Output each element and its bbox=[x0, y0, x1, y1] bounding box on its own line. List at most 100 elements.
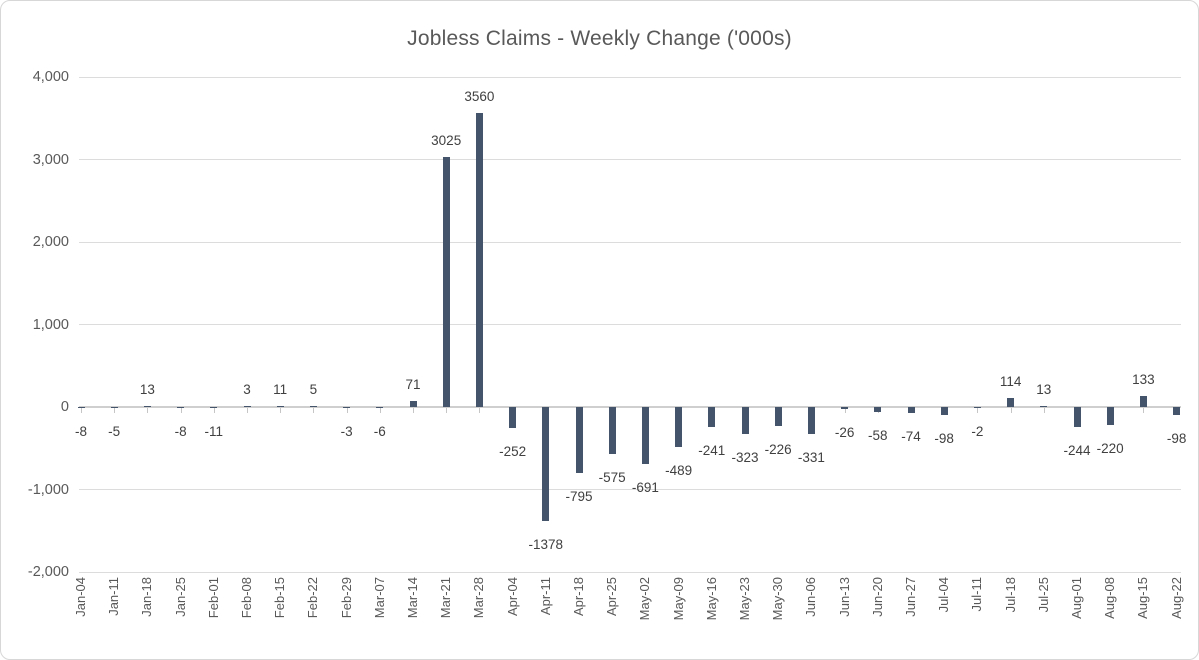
y-tick-label: 3,000 bbox=[32, 151, 69, 168]
data-label: -226 bbox=[764, 441, 792, 457]
data-label: -8 bbox=[174, 424, 187, 439]
x-tick-label: Mar-07 bbox=[371, 577, 387, 619]
bar bbox=[1106, 407, 1114, 426]
bar bbox=[110, 407, 118, 408]
data-label: -489 bbox=[665, 463, 693, 479]
data-label: -3 bbox=[340, 424, 353, 439]
axis-tick bbox=[213, 408, 215, 413]
data-label: -252 bbox=[499, 443, 527, 459]
x-axis-line bbox=[79, 406, 1181, 408]
bar bbox=[741, 407, 749, 434]
bar bbox=[708, 407, 716, 427]
bar bbox=[442, 157, 450, 407]
data-label: 13 bbox=[1036, 381, 1052, 397]
x-tick-label: Jun-27 bbox=[903, 577, 918, 617]
y-tick-label: 0 bbox=[60, 399, 69, 415]
axis-tick bbox=[844, 408, 846, 413]
gridline bbox=[79, 489, 1181, 490]
data-label: -575 bbox=[598, 470, 626, 486]
bar bbox=[376, 407, 384, 408]
bar bbox=[143, 405, 151, 407]
bar bbox=[608, 407, 616, 455]
data-label: -795 bbox=[565, 488, 593, 504]
bar bbox=[509, 407, 517, 428]
y-tick-label: 2,000 bbox=[32, 234, 69, 250]
data-label: 133 bbox=[1132, 372, 1155, 388]
data-label: 114 bbox=[999, 373, 1022, 389]
data-label: -1378 bbox=[528, 536, 564, 552]
data-label: -6 bbox=[373, 424, 386, 439]
x-tick-label: Feb-01 bbox=[205, 577, 221, 619]
x-tick-label: May-02 bbox=[637, 577, 653, 621]
x-tick-label: Jul-25 bbox=[1035, 577, 1051, 613]
data-label: 5 bbox=[309, 382, 318, 397]
axis-tick bbox=[1043, 408, 1045, 413]
chart-title: Jobless Claims - Weekly Change ('000s) bbox=[407, 27, 792, 50]
bar bbox=[309, 406, 317, 407]
data-label: 11 bbox=[273, 382, 288, 397]
x-tick-label: Apr-25 bbox=[604, 577, 620, 617]
bar bbox=[409, 401, 417, 407]
axis-tick bbox=[1010, 408, 1012, 413]
x-tick-label: Feb-08 bbox=[239, 577, 254, 619]
gridline bbox=[79, 159, 1181, 160]
data-label: 3560 bbox=[464, 89, 495, 105]
bar bbox=[675, 407, 683, 448]
x-tick-label: Jan-11 bbox=[106, 577, 122, 616]
data-label: -323 bbox=[731, 449, 759, 465]
gridline bbox=[79, 571, 1181, 573]
bar bbox=[1073, 407, 1081, 428]
bar bbox=[807, 407, 815, 435]
gridline bbox=[79, 324, 1181, 325]
data-label: -220 bbox=[1096, 441, 1124, 457]
bar bbox=[542, 407, 550, 521]
data-label: -331 bbox=[797, 450, 825, 466]
axis-tick bbox=[280, 408, 282, 413]
bar bbox=[940, 407, 948, 416]
x-tick-label: Mar-21 bbox=[438, 577, 454, 619]
data-label: -98 bbox=[934, 431, 954, 447]
axis-tick bbox=[81, 408, 82, 413]
bar bbox=[475, 113, 483, 407]
x-tick-label: Jan-18 bbox=[139, 577, 155, 617]
data-label: -98 bbox=[1166, 431, 1187, 447]
x-tick-label: Aug-01 bbox=[1069, 577, 1084, 619]
bar bbox=[973, 407, 981, 408]
x-tick-label: Jul-04 bbox=[936, 577, 952, 613]
x-tick-label: Apr-18 bbox=[571, 577, 586, 617]
bar bbox=[77, 407, 85, 408]
x-tick-label: Jul-11 bbox=[969, 577, 985, 612]
axis-tick bbox=[180, 408, 182, 413]
bar bbox=[1173, 407, 1181, 416]
x-tick-label: Feb-15 bbox=[272, 577, 288, 619]
axis-tick bbox=[1143, 408, 1145, 413]
x-tick-label: Aug-15 bbox=[1135, 577, 1151, 619]
bar bbox=[177, 407, 185, 408]
gridline bbox=[79, 241, 1181, 243]
x-tick-label: Jan-04 bbox=[73, 577, 88, 617]
data-label: -691 bbox=[631, 480, 659, 495]
axis-tick bbox=[413, 408, 414, 413]
bar bbox=[641, 407, 649, 464]
data-label: 3 bbox=[243, 382, 251, 397]
axis-tick bbox=[977, 408, 979, 413]
data-label: -244 bbox=[1063, 443, 1091, 459]
data-label: -241 bbox=[698, 442, 726, 458]
x-tick-label: Jun-06 bbox=[803, 577, 819, 617]
x-tick-label: Aug-22 bbox=[1168, 577, 1184, 619]
y-tick-label: -2,000 bbox=[27, 564, 69, 580]
bar bbox=[1040, 405, 1048, 407]
y-tick-label: 4,000 bbox=[32, 69, 69, 85]
bar bbox=[243, 406, 251, 407]
bar bbox=[210, 407, 218, 408]
x-tick-label: Jan-25 bbox=[172, 577, 188, 617]
bar bbox=[907, 407, 915, 414]
axis-tick bbox=[446, 408, 448, 413]
data-label: -2 bbox=[971, 424, 984, 439]
x-tick-label: Jul-18 bbox=[1002, 577, 1018, 613]
x-tick-label: Feb-22 bbox=[305, 577, 321, 619]
data-label: -26 bbox=[834, 425, 855, 441]
data-label: -58 bbox=[868, 427, 888, 443]
data-label: 71 bbox=[405, 377, 421, 393]
